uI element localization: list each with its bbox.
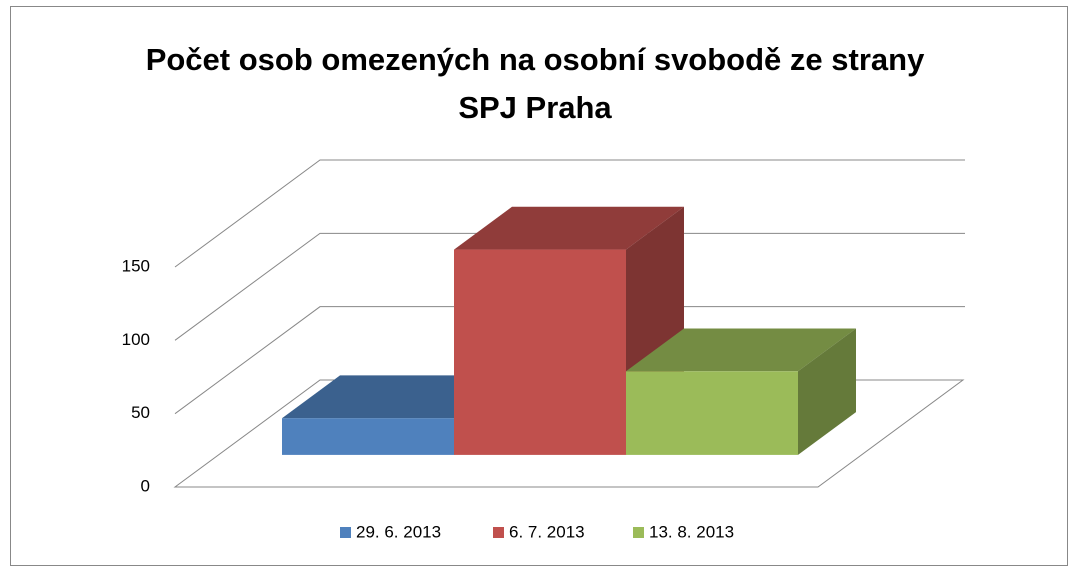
bar: [454, 249, 626, 455]
grid-line: [174, 306, 965, 415]
chart-title: Počet osob omezených na osobní svobodě z…: [145, 42, 925, 125]
bar-top: [626, 328, 856, 372]
bar: [282, 418, 454, 455]
legend-label: 13. 8. 2013: [649, 522, 734, 541]
y-tick-label: 0: [141, 476, 150, 495]
y-tick-label: 150: [122, 256, 150, 275]
y-tick-label: 100: [122, 330, 150, 349]
bar-side: [798, 328, 856, 455]
legend-swatch: [340, 527, 351, 538]
floor: [173, 379, 965, 488]
bar: [626, 371, 798, 455]
grid-line: [174, 159, 965, 268]
grid-line: [174, 232, 965, 341]
legend-swatch: [633, 527, 644, 538]
legend-label: 6. 7. 2013: [509, 522, 585, 541]
legend-label: 29. 6. 2013: [356, 522, 441, 541]
y-tick-label: 50: [131, 403, 150, 422]
bar-top: [454, 206, 684, 250]
legend-swatch: [493, 527, 504, 538]
